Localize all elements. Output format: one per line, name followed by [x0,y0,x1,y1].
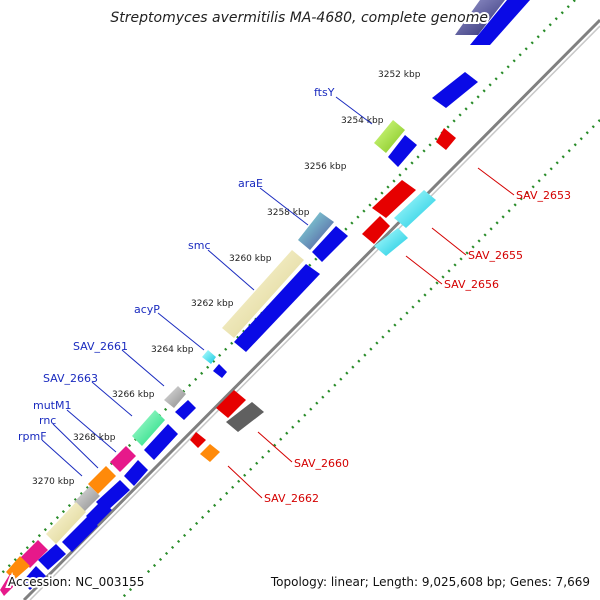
gene-block[interactable] [388,135,417,167]
kbp-tick-labels: 3252 kbp 3254 kbp 3256 kbp 3258 kbp 3260… [32,70,421,487]
leader-line [259,187,309,226]
gene-arae[interactable] [298,212,334,250]
genome-stats-text: Topology: linear; Length: 9,025,608 bp; … [270,575,590,589]
tick-label: 3268 kbp [73,433,116,443]
gene-label-sav2656[interactable]: SAV_2656 [444,278,499,291]
tick-label: 3258 kbp [267,208,310,218]
gene-sav2653[interactable] [436,128,456,150]
gene-label-acyp[interactable]: acyP [134,303,160,316]
gene-sav2660[interactable] [216,390,246,418]
leader-line [257,431,293,463]
gene-block[interactable] [234,264,320,352]
tick-label: 3254 kbp [341,116,384,126]
gene-block[interactable] [362,216,390,244]
gene-mutm1[interactable] [110,446,136,472]
gene-label-sav2655[interactable]: SAV_2655 [468,249,523,262]
leader-line [52,423,99,469]
gene-block[interactable] [190,432,206,448]
tick-label: 3264 kbp [151,345,194,355]
gene-block[interactable] [62,516,98,552]
gene-label-sav2661[interactable]: SAV_2661 [73,340,128,353]
leader-line [405,255,443,285]
gene-sav2655[interactable] [394,190,436,228]
leader-line [335,96,373,125]
forward-label-text: ftsY araE smc acyP SAV_2661 SAV_2663 mut… [18,86,335,443]
leader-line [431,227,467,256]
tick-label: 3256 kbp [304,162,347,172]
gene-block[interactable] [6,556,30,580]
leader-line [66,409,117,453]
accession-text: Accession: NC_003155 [8,575,144,589]
gene-sav2656[interactable] [374,228,408,256]
gene-label-rpmf[interactable]: rpmF [18,430,47,443]
gene-label-sav2653[interactable]: SAV_2653 [516,189,571,202]
gene-smc[interactable] [222,250,304,338]
leader-line [41,439,83,477]
leader-line [227,465,263,499]
gene-block[interactable] [312,226,348,262]
forward-labels [41,96,373,477]
gene-block[interactable] [175,400,196,420]
leader-line [91,381,133,417]
gene-block[interactable] [20,540,48,568]
forward-strand-genes [0,0,530,596]
gene-block[interactable] [86,500,112,526]
gene-label-mutm1[interactable]: mutM1 [33,399,72,412]
map-title: Streptomyces avermitilis MA-4680, comple… [110,10,488,26]
gene-sav2661[interactable] [164,386,186,408]
gene-label-arae[interactable]: araE [238,177,263,190]
gene-block[interactable] [372,180,416,218]
gene-label-sav2662[interactable]: SAV_2662 [264,492,319,505]
backbone-line [22,18,600,600]
gene-rnc[interactable] [88,466,116,494]
tick-label: 3260 kbp [229,254,272,264]
reverse-label-text: SAV_2653 SAV_2655 SAV_2656 SAV_2660 SAV_… [264,189,571,505]
gene-block[interactable] [226,402,264,432]
reverse-labels [227,167,515,499]
gene-label-rnc[interactable]: rnc [39,414,56,427]
tick-guide-forward [0,0,576,577]
gene-block[interactable] [432,72,478,108]
gene-block[interactable] [213,364,227,378]
backbone-line-inner [29,25,600,600]
gene-rpmf[interactable] [74,486,100,512]
gene-block[interactable] [22,566,46,590]
gene-block[interactable] [46,502,86,544]
gene-label-sav2660[interactable]: SAV_2660 [294,457,349,470]
gene-block[interactable] [124,460,148,486]
gene-label-smc[interactable]: smc [188,239,211,252]
gene-sav2663[interactable] [132,410,165,446]
gene-block[interactable] [38,544,66,570]
tick-label: 3266 kbp [112,390,155,400]
leader-line [157,312,205,351]
leader-line [477,167,515,196]
gene-block[interactable] [144,424,178,460]
leader-line [207,249,255,291]
tick-label: 3270 kbp [32,477,75,487]
gene-sav2662[interactable] [200,444,220,462]
gene-acyp[interactable] [202,350,216,364]
gene-block[interactable] [470,0,530,45]
leader-line [121,349,165,387]
gene-ftsy[interactable] [374,120,405,153]
tick-label: 3262 kbp [191,299,234,309]
gene-block[interactable] [0,574,18,596]
gene-block[interactable] [455,0,505,35]
gene-label-sav2663[interactable]: SAV_2663 [43,372,98,385]
gene-label-ftsy[interactable]: ftsY [314,86,335,99]
tick-label: 3252 kbp [378,70,421,80]
reverse-strand-genes [190,128,456,462]
